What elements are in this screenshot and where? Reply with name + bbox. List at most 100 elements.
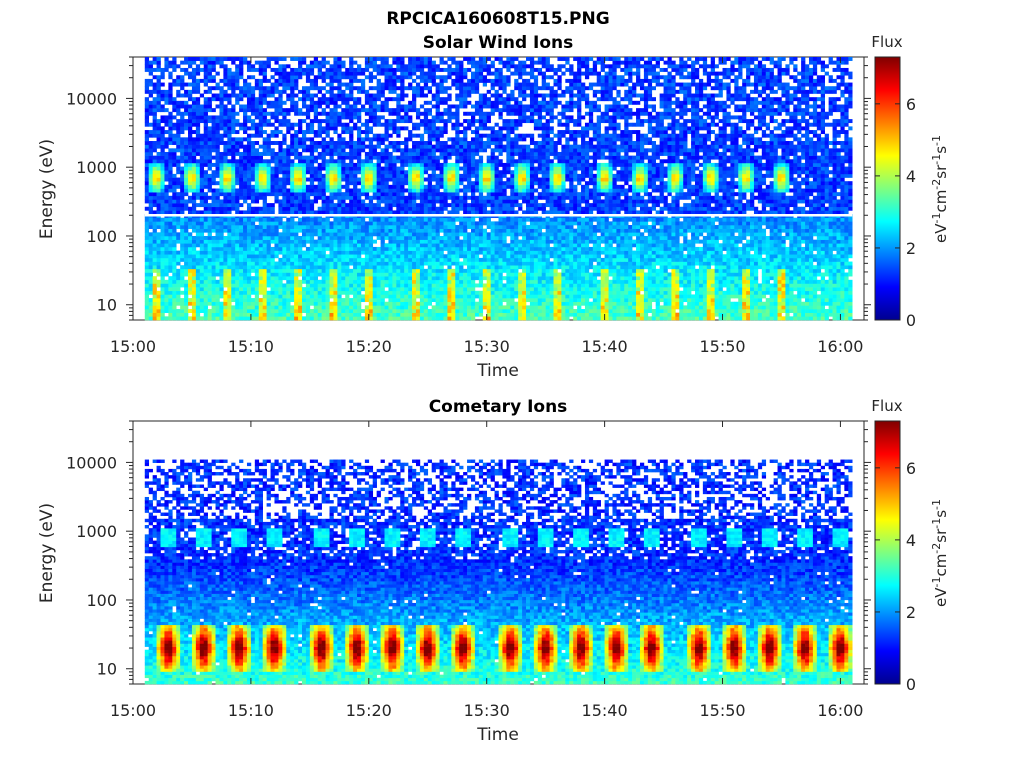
spectrogram-cell [415,217,421,222]
spectrogram-cell [353,290,358,295]
spectrogram-cell [262,276,267,281]
spectrogram-cell [400,162,405,167]
spectrogram-cell [415,93,421,98]
spectrogram-cell [345,203,350,208]
spectrogram-cell [176,133,181,138]
spectrogram-cell [392,126,397,131]
spectrogram-cell [415,268,421,273]
spectrogram-cell [309,100,315,105]
spectrogram-cell [313,265,319,270]
spectrogram-cell [180,67,185,72]
spectrogram-cell [372,188,377,193]
spectrogram-cell [329,141,334,145]
spectrogram-cell [168,221,173,226]
spectrogram-cell [246,166,252,171]
spectrogram-cell [435,257,440,262]
spectrogram-cell [384,210,389,215]
spectrogram-cell [364,235,370,240]
spectrogram-cell [278,309,283,313]
spectrogram-cell [290,78,295,83]
spectrogram-cell [400,89,405,94]
spectrogram-cell [195,287,201,292]
spectrogram-cell [408,257,413,262]
spectrogram-cell [184,268,189,273]
spectrogram-cell [431,151,436,156]
spectrogram-cell [191,104,197,109]
spectrogram-cell [435,199,440,204]
spectrogram-cell [160,221,165,226]
spectrogram-cell [172,279,177,284]
spectrogram-cell [400,283,405,288]
spectrogram-cell [380,265,385,270]
spectrogram-cell [309,155,315,160]
spectrogram-cell [392,108,397,113]
spectrogram-cell [282,159,287,164]
spectrogram-cell [419,287,425,292]
spectrogram-cell [388,254,393,259]
spectrogram-cell [219,254,224,259]
spectrogram-cell [345,312,350,317]
spectrogram-cell [231,265,236,270]
spectrogram-cell [188,82,193,87]
spectrogram-cell [301,89,307,94]
spectrogram-cell [333,173,338,178]
spectrogram-cell [266,239,271,244]
spectrogram-cell [176,89,181,94]
spectrogram-cell [455,228,460,233]
spectrogram-cell [298,239,303,244]
spectrogram-cell [443,268,448,273]
spectrogram-cell [364,279,370,284]
spectrogram-cell [227,199,232,204]
spectrogram-cell [408,294,413,299]
spectrogram-cell [431,60,436,65]
spectrogram-cell [400,246,405,251]
spectrogram-cell [301,217,307,222]
spectrogram-cell [305,261,311,266]
spectrogram-cell [223,225,228,229]
spectrogram-cell [388,64,393,69]
spectrogram-cell [329,203,334,208]
spectrogram-cell [372,221,377,226]
spectrogram-cell [388,173,393,178]
spectrogram-cell [317,294,322,299]
spectrogram-cell [203,60,208,65]
spectrogram-cell [274,115,279,120]
spectrogram-cell [254,235,260,240]
spectrogram-cell [231,294,236,299]
spectrogram-cell [258,119,263,124]
spectrogram-cell [207,119,212,124]
spectrogram-cell [191,254,197,259]
spectrogram-cell [266,181,271,186]
spectrogram-cell [309,108,315,113]
spectrogram-cell [392,155,397,160]
spectrogram-cell [313,294,319,299]
spectrogram-cell [235,243,240,248]
spectrogram-cell [396,290,401,295]
spectrogram-cell [191,122,197,127]
spectrogram-cell [266,283,271,288]
spectrogram-cell [455,225,460,229]
spectrogram-cell [180,141,185,145]
spectrogram-cell [211,130,216,135]
spectrogram-cell [235,225,240,229]
spectrogram-cell [412,298,417,303]
spectrogram-cell [227,301,232,306]
spectrogram-cell [156,221,161,226]
spectrogram-cell [431,210,436,215]
spectrogram-cell [254,130,260,135]
spectrogram-cell [199,279,205,284]
spectrogram-cell [168,122,173,127]
spectrogram-cell [451,301,456,306]
spectrogram-cell [172,133,177,138]
spectrogram-cell [329,148,334,153]
spectrogram-cell [286,151,291,156]
spectrogram-cell [156,108,161,113]
spectrogram-cell [455,279,460,284]
spectrogram-cell [400,86,405,91]
spectrogram-cell [207,232,212,237]
spectrogram-cell [408,71,413,76]
spectrogram-cell [376,162,381,167]
spectrogram-cell [195,250,201,255]
spectrogram-cell [243,104,248,109]
spectrogram-cell [227,115,232,120]
